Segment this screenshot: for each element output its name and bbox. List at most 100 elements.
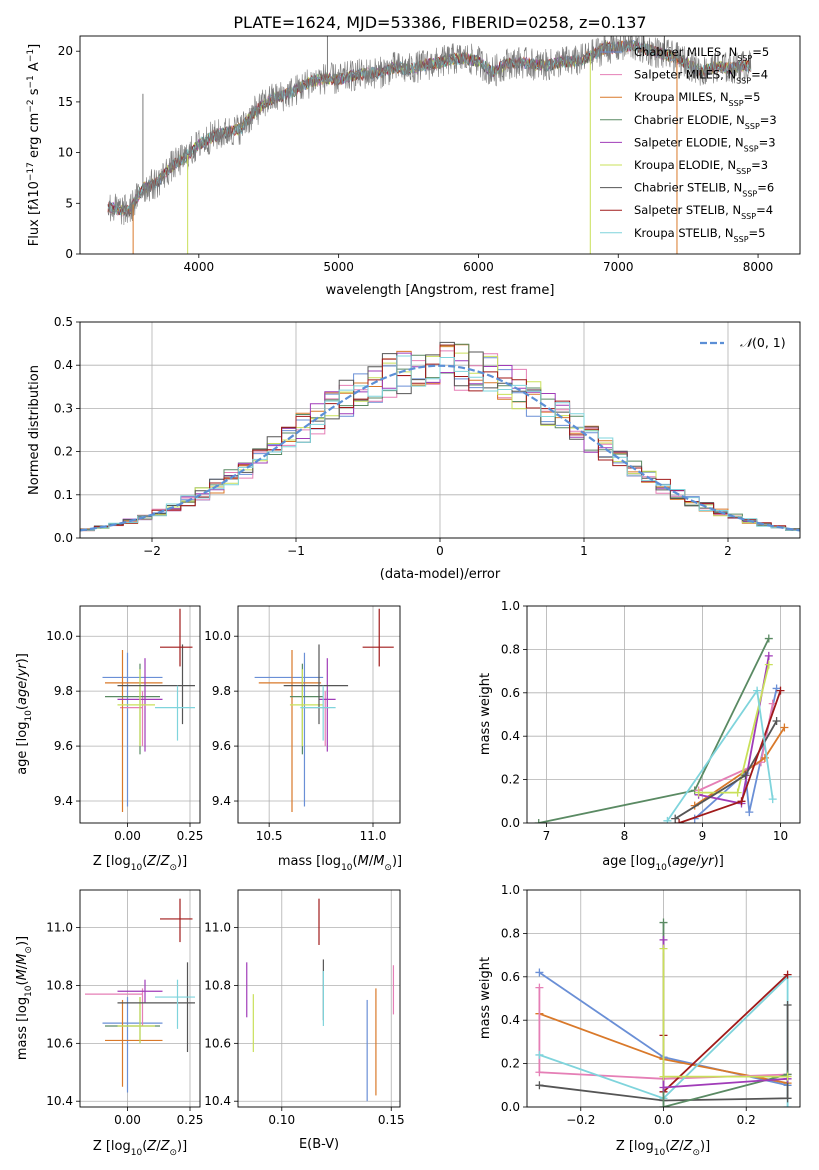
- weights_vs_Z-marker: [659, 944, 668, 953]
- spectrum-xtick-label: 6000: [463, 260, 494, 274]
- age_vs_mass-frame: [237, 605, 401, 824]
- weights_vs_Z-marker: [783, 970, 792, 979]
- spectrum-legend-label: Chabrier STELIB, NSSP=6: [634, 181, 774, 199]
- age-vs-mass-xlabel-part: /: [369, 854, 374, 869]
- mass_vs_Z-xtick-label: 0.00: [114, 1113, 141, 1127]
- weights-vs-age-xlabel-part: )]: [714, 854, 724, 869]
- mass_vs_EBV-ytick-label: 10.4: [204, 1094, 231, 1108]
- spectrum-lines: [107, 36, 752, 254]
- weights_vs_age-marker: [741, 771, 750, 780]
- weights-vs-Z-xlabel-part: (: [665, 1139, 670, 1154]
- spectrum-legend-sub: SSP: [741, 212, 756, 221]
- age_vs_Z-ytick-label: 10.0: [46, 629, 73, 643]
- spectrum-legend-eq: =: [759, 135, 769, 149]
- weights_vs_Z-marker: [659, 918, 668, 927]
- weights_vs_Z-marker: [783, 1072, 792, 1081]
- age-vs-mass-xlabel-part: 10: [341, 863, 353, 873]
- spectrum-legend-label: Kroupa MILES, NSSP=5: [634, 90, 761, 108]
- age_vs_mass-points: [254, 608, 394, 813]
- spectrum-legend-label: Kroupa STELIB, NSSP=5: [634, 226, 766, 244]
- age-vs-Z-ylabel-part: yr: [15, 662, 30, 678]
- spectrum-legend-text: Kroupa MILES, N: [634, 90, 729, 104]
- spectrum-ylabel-part: A: [27, 62, 42, 75]
- spectrum-legend-text: Kroupa STELIB, N: [634, 226, 734, 240]
- mass-vs-Z-xlabel-part: )]: [177, 1139, 187, 1154]
- mass_vs_Z-ytick-label: 10.6: [46, 1036, 73, 1050]
- residuals-ytick-label: 0.4: [54, 358, 73, 372]
- spectrum-legend-nssp: 3: [768, 135, 775, 149]
- weights-vs-Z-xlabel: Z [log10(Z/Z⊙)]: [616, 1139, 710, 1158]
- residuals-xtick-label: 1: [580, 544, 588, 558]
- spectrum-ylabel-part: erg cm: [27, 113, 42, 162]
- age-vs-Z-ylabel-part: age [log: [15, 722, 30, 775]
- spectrum-xtick-label: 7000: [603, 260, 634, 274]
- weights-vs-Z-xlabel-part: )]: [700, 1139, 710, 1154]
- weights_vs_age-marker: [733, 788, 742, 797]
- spectrum-legend-label: Chabrier ELODIE, NSSP=3: [634, 113, 777, 131]
- spectrum-legend-sub: SSP: [742, 189, 757, 198]
- weights_vs_age-marker: [780, 723, 789, 732]
- weights_vs_Z-marker: [659, 1083, 668, 1092]
- spectrum-legend-text: Salpeter ELODIE, N: [634, 135, 744, 149]
- residuals-ylabel: Normed distribution: [27, 365, 42, 495]
- weights_vs_Z-frame: [526, 889, 801, 1108]
- spectrum-legend-eq: =: [749, 226, 759, 240]
- spectrum-ylabel-part: ]: [27, 44, 42, 49]
- age_vs_mass-ytick-label: 10.0: [204, 629, 231, 643]
- residuals-xtick-label: −1: [287, 544, 305, 558]
- weights_vs_Z-xtick-label: −0.2: [566, 1113, 595, 1127]
- weights_vs_Z-marker: [783, 1103, 792, 1107]
- age_vs_Z-ytick-label: 9.8: [54, 684, 73, 698]
- weights_vs_age-marker: [675, 819, 684, 823]
- spectrum-ytick-label: 5: [65, 196, 73, 210]
- mass-vs-Z-ylabel-part: )]: [15, 936, 30, 946]
- weights_vs_age-marker: [768, 795, 777, 804]
- weights_vs_Z-lines: [535, 918, 792, 1107]
- weights_vs_Z-marker: [535, 968, 544, 977]
- mass-vs-Z-ylabel-part: (: [15, 980, 30, 985]
- weights_vs_Z-marker: [783, 1001, 792, 1010]
- age-vs-Z-xlabel-part: 10: [131, 863, 143, 873]
- age-vs-Z-xlabel-part: Z [log: [93, 854, 131, 869]
- weights-vs-Z-xlabel-part: Z: [683, 1139, 694, 1154]
- weights_vs_age-ytick-label: 1.0: [501, 599, 520, 613]
- age-vs-Z-xlabel-part: (: [142, 854, 147, 869]
- residuals-xtick-label: 0: [436, 544, 444, 558]
- weights_vs_Z-ytick-label: 0.4: [501, 1013, 520, 1027]
- spectrum-legend-nssp: 3: [769, 113, 776, 127]
- weights_vs_Z-ytick-label: 0.0: [501, 1100, 520, 1114]
- spectrum-legend-label: Chabrier MILES, NSSP=5: [634, 45, 769, 63]
- age-vs-Z-ylabel-part: /: [15, 676, 30, 681]
- residuals-legend-args: (0, 1): [752, 335, 786, 350]
- mass-vs-Z-ylabel-part: 10: [24, 985, 34, 997]
- mass_vs_EBV-axes: [234, 890, 400, 1111]
- weights_vs_Z-ytick-label: 0.2: [501, 1057, 520, 1071]
- weights_vs_age-lines: [534, 634, 789, 823]
- age-vs-Z-xlabel-part: Z: [146, 854, 157, 869]
- age-vs-mass-xlabel-part: mass [log: [278, 854, 341, 869]
- spectrum-legend-sub: SSP: [745, 121, 760, 130]
- age_vs_Z-axes: [76, 606, 200, 827]
- weights_vs_Z-series-line: [662, 939, 788, 1089]
- spectrum-frame: [79, 35, 801, 255]
- spectrum-ytick-label: 0: [65, 247, 73, 261]
- weights_vs_age-frame: [526, 605, 801, 824]
- age_vs_Z-ytick-label: 9.6: [54, 739, 73, 753]
- spectrum-ylabel-part: −2: [26, 99, 36, 112]
- spectrum-legend-nssp: 5: [753, 90, 760, 104]
- spectrum-ylabel-part: Flux [f: [27, 205, 42, 246]
- weights_vs_Z-marker: [535, 1050, 544, 1059]
- weights-vs-age-xlabel-part: 10: [655, 863, 667, 873]
- mass_vs_Z-ytick-label: 11.0: [46, 921, 73, 935]
- spectrum-legend-sub: SSP: [744, 144, 759, 153]
- weights_vs_age-marker: [764, 660, 773, 669]
- weights_vs_Z-series-line: [539, 1005, 789, 1102]
- spectrum-legend-nssp: 5: [762, 45, 769, 59]
- residuals-ytick-label: 0.0: [54, 531, 73, 545]
- weights_vs_Z-marker: [659, 935, 668, 944]
- spectrum-legend-text: Chabrier STELIB, N: [634, 181, 742, 195]
- weights_vs_Z-marker: [659, 1103, 668, 1107]
- age_vs_mass-axes: [234, 606, 400, 827]
- weights_vs_age-marker: [737, 797, 746, 806]
